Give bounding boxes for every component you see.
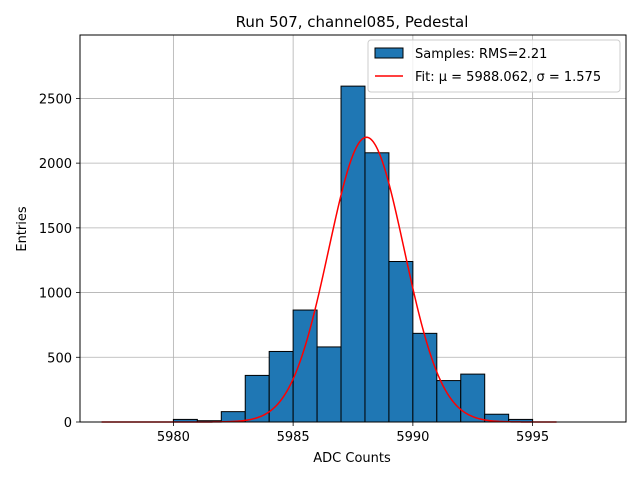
x-tick-label: 5990 <box>396 430 429 445</box>
histogram-bar <box>340 85 366 423</box>
plot-frame <box>79 34 627 423</box>
legend-label-fit: Fit: μ = 5988.062, σ = 1.575 <box>415 70 601 85</box>
legend-swatch-samples <box>374 47 404 59</box>
y-tick-label: 0 <box>64 416 72 431</box>
y-axis-label: Entries <box>15 206 30 252</box>
histogram-bar <box>316 346 342 423</box>
y-tick-label: 500 <box>47 351 72 366</box>
histogram-bar <box>244 374 270 423</box>
histogram-bars <box>172 85 534 423</box>
x-axis-label: ADC Counts <box>313 451 391 466</box>
histogram-bar <box>364 152 390 423</box>
x-axis-ticks: 5980 5985 5990 5995 <box>157 422 549 445</box>
histogram-bar <box>436 380 462 423</box>
x-tick-label: 5980 <box>157 430 190 445</box>
histogram-bar <box>292 309 318 423</box>
y-tick-label: 1500 <box>39 222 72 237</box>
y-tick-label: 2000 <box>39 157 72 172</box>
legend: Samples: RMS=2.21 Fit: μ = 5988.062, σ =… <box>367 39 621 93</box>
x-tick-label: 5995 <box>516 430 549 445</box>
legend-box <box>367 39 621 93</box>
legend-label-samples: Samples: RMS=2.21 <box>415 47 547 62</box>
histogram-bar <box>388 261 414 423</box>
x-tick-label: 5985 <box>277 430 310 445</box>
histogram-bar <box>412 332 438 423</box>
y-tick-label: 2500 <box>39 92 72 107</box>
y-tick-label: 1000 <box>39 287 72 302</box>
histogram-bar <box>460 373 486 423</box>
y-axis-ticks: 0 500 1000 1500 2000 2500 <box>39 92 80 431</box>
chart-title: Run 507, channel085, Pedestal <box>236 13 469 31</box>
